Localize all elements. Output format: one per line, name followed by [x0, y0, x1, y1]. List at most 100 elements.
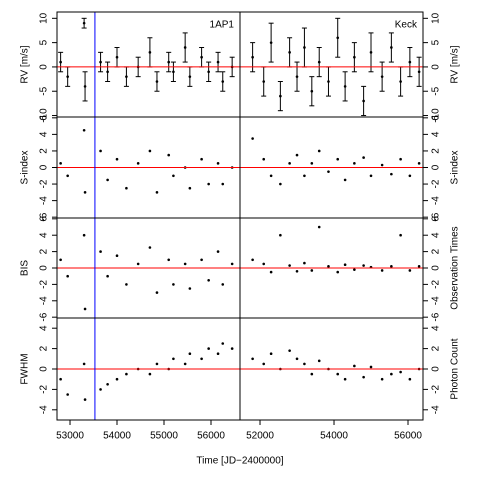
- y-tick-label: 5: [431, 39, 442, 45]
- point: [200, 157, 203, 161]
- y-tick-label: 6: [39, 115, 50, 121]
- point: [167, 153, 171, 157]
- point: [172, 174, 175, 178]
- point: [125, 186, 128, 190]
- point: [262, 80, 266, 83]
- y-tick-label: 2: [39, 248, 50, 254]
- point: [66, 75, 69, 78]
- point: [317, 149, 321, 153]
- point: [295, 153, 299, 157]
- point: [310, 89, 314, 93]
- y-tick-label: -10: [39, 108, 50, 123]
- point: [343, 178, 347, 182]
- point: [262, 262, 266, 266]
- point: [83, 191, 87, 194]
- panel-label: Keck: [395, 20, 418, 31]
- point: [362, 375, 365, 379]
- y-tick-label: 0: [431, 64, 442, 70]
- point: [148, 246, 152, 249]
- point: [288, 162, 291, 165]
- y-tick-label: 2: [39, 148, 50, 154]
- point: [59, 162, 62, 165]
- y-tick-label: -6: [431, 312, 442, 321]
- point: [251, 357, 254, 361]
- point: [408, 269, 412, 272]
- point: [172, 283, 175, 286]
- point: [380, 377, 384, 381]
- point: [66, 393, 69, 396]
- point: [336, 157, 340, 161]
- point: [295, 269, 299, 273]
- point: [399, 370, 402, 374]
- point: [343, 377, 347, 381]
- point: [336, 372, 340, 376]
- point: [353, 268, 356, 271]
- point: [125, 372, 128, 376]
- point: [155, 362, 159, 366]
- y-tick-label: -2: [431, 385, 442, 394]
- y-tick-label: 2: [431, 148, 442, 154]
- y-tick-label: -6: [431, 212, 442, 221]
- y-tick-label: 0: [39, 64, 50, 70]
- y-tick-label: -4: [431, 196, 442, 205]
- point: [279, 94, 282, 98]
- point: [327, 265, 330, 268]
- point: [183, 262, 187, 266]
- point: [327, 170, 330, 173]
- point: [66, 274, 69, 278]
- point: [262, 362, 266, 366]
- x-tick-label: 53000: [56, 431, 84, 442]
- point: [155, 291, 159, 294]
- point: [262, 157, 266, 161]
- y-axis-label: Photon Count: [450, 338, 461, 399]
- point: [369, 51, 373, 54]
- point: [336, 36, 340, 40]
- point: [390, 265, 393, 268]
- y-tick-label: -5: [431, 86, 442, 95]
- x-tick-label: 55000: [150, 431, 178, 442]
- y-axis-label: S-index: [20, 151, 31, 185]
- y-tick-label: -4: [431, 296, 442, 305]
- point: [399, 80, 402, 83]
- point: [310, 162, 314, 165]
- point: [148, 372, 152, 376]
- y-tick-label: 0: [431, 164, 442, 170]
- point: [380, 269, 384, 272]
- y-tick-label: -4: [431, 405, 442, 414]
- point: [288, 349, 291, 352]
- point: [269, 41, 273, 44]
- point: [417, 162, 421, 165]
- y-tick-label: 4: [39, 131, 50, 137]
- point: [230, 347, 234, 350]
- y-tick-label: 10: [39, 12, 50, 24]
- point: [172, 70, 175, 74]
- point: [188, 352, 192, 356]
- x-axis-label: Time [JD−2400000]: [196, 456, 283, 467]
- point: [167, 258, 171, 262]
- point: [417, 265, 421, 268]
- y-axis-label: RV [m/s]: [20, 45, 31, 83]
- point: [327, 80, 330, 83]
- y-axis-label: S-index: [450, 151, 461, 185]
- point: [136, 162, 140, 165]
- point: [59, 377, 62, 381]
- y-tick-label: 6: [431, 216, 442, 222]
- point: [279, 233, 282, 237]
- panel-frame: [239, 317, 424, 421]
- point: [390, 46, 393, 49]
- y-tick-label: -4: [39, 196, 50, 205]
- point: [303, 362, 306, 366]
- point: [148, 149, 152, 153]
- point: [99, 388, 102, 391]
- y-tick-label: 5: [39, 39, 50, 45]
- point: [183, 362, 187, 366]
- point: [310, 269, 314, 272]
- point: [66, 174, 69, 178]
- y-tick-label: -2: [39, 179, 50, 188]
- point: [362, 156, 365, 159]
- point: [408, 60, 412, 64]
- point: [207, 182, 210, 186]
- point: [390, 372, 393, 376]
- x-tick-label: 54000: [103, 431, 131, 442]
